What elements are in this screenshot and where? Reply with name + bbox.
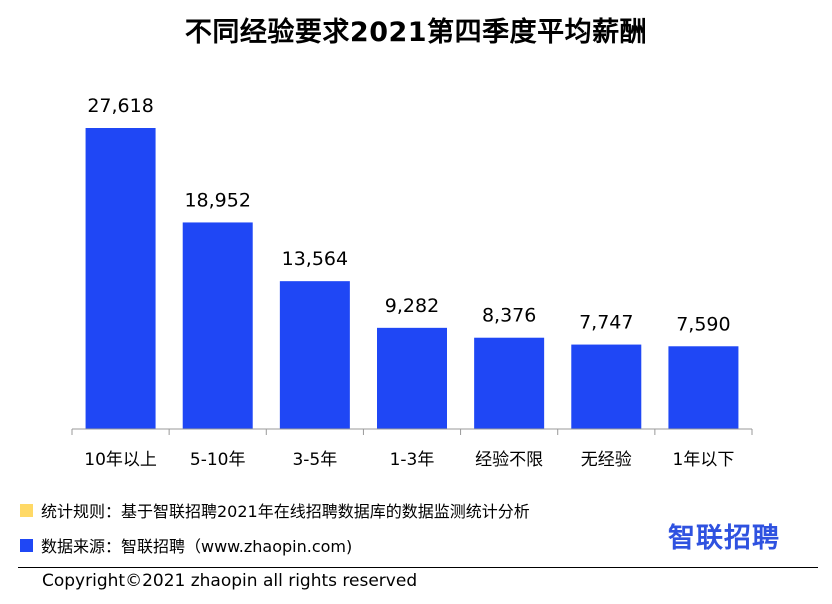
category-label-0: 10年以上 xyxy=(84,450,157,470)
bar-5 xyxy=(571,344,642,429)
bar-3 xyxy=(377,327,447,429)
value-labels-group: 27,618 18,952 13,564 9,282 8,376 7,747 7,590 xyxy=(87,95,730,335)
value-label-4: 8,376 xyxy=(482,305,536,327)
category-label-1: 5-10年 xyxy=(190,450,246,470)
copyright-text: Copyright©2021 zhaopin all rights reserv… xyxy=(42,571,418,591)
category-label-4: 经验不限 xyxy=(475,450,543,470)
value-label-6: 7,590 xyxy=(676,313,730,335)
bar-0 xyxy=(85,128,156,429)
value-label-5: 7,747 xyxy=(579,312,633,334)
value-label-3: 9,282 xyxy=(385,295,439,317)
bar-6 xyxy=(668,346,739,429)
value-label-2: 13,564 xyxy=(282,248,348,270)
bar-chart: 27,618 18,952 13,564 9,282 8,376 7,747 7,590 1… xyxy=(71,95,753,470)
source-note: 数据来源：智联招聘（www.zhaopin.com) xyxy=(20,533,352,557)
source-note-text: 数据来源：智联招聘（www.zhaopin.com) xyxy=(41,537,353,556)
category-label-5: 无经验 xyxy=(581,450,632,470)
x-axis xyxy=(71,428,753,435)
footer-divider xyxy=(18,567,818,568)
bar-4 xyxy=(474,337,545,429)
x-tick-labels-group: 10年以上 5-10年 3-5年 1-3年 经验不限 无经验 1年以下 xyxy=(84,450,734,470)
rule-swatch xyxy=(20,503,33,517)
bar-1 xyxy=(182,222,253,429)
rule-note-text: 统计规则：基于智联招聘2021年在线招聘数据库的数据监测统计分析 xyxy=(41,502,530,521)
category-label-6: 1年以下 xyxy=(673,450,735,470)
bar-2 xyxy=(279,281,350,429)
value-label-1: 18,952 xyxy=(184,189,250,211)
zhaopin-logo: 智联招聘 xyxy=(668,523,780,554)
chart-title: 不同经验要求2021第四季度平均薪酬 xyxy=(184,17,648,48)
category-label-2: 3-5年 xyxy=(292,450,337,470)
bars-group xyxy=(85,128,739,429)
rule-note: 统计规则：基于智联招聘2021年在线招聘数据库的数据监测统计分析 xyxy=(20,498,530,522)
source-swatch xyxy=(20,538,33,552)
value-label-0: 27,618 xyxy=(87,95,153,117)
category-label-3: 1-3年 xyxy=(390,450,435,470)
